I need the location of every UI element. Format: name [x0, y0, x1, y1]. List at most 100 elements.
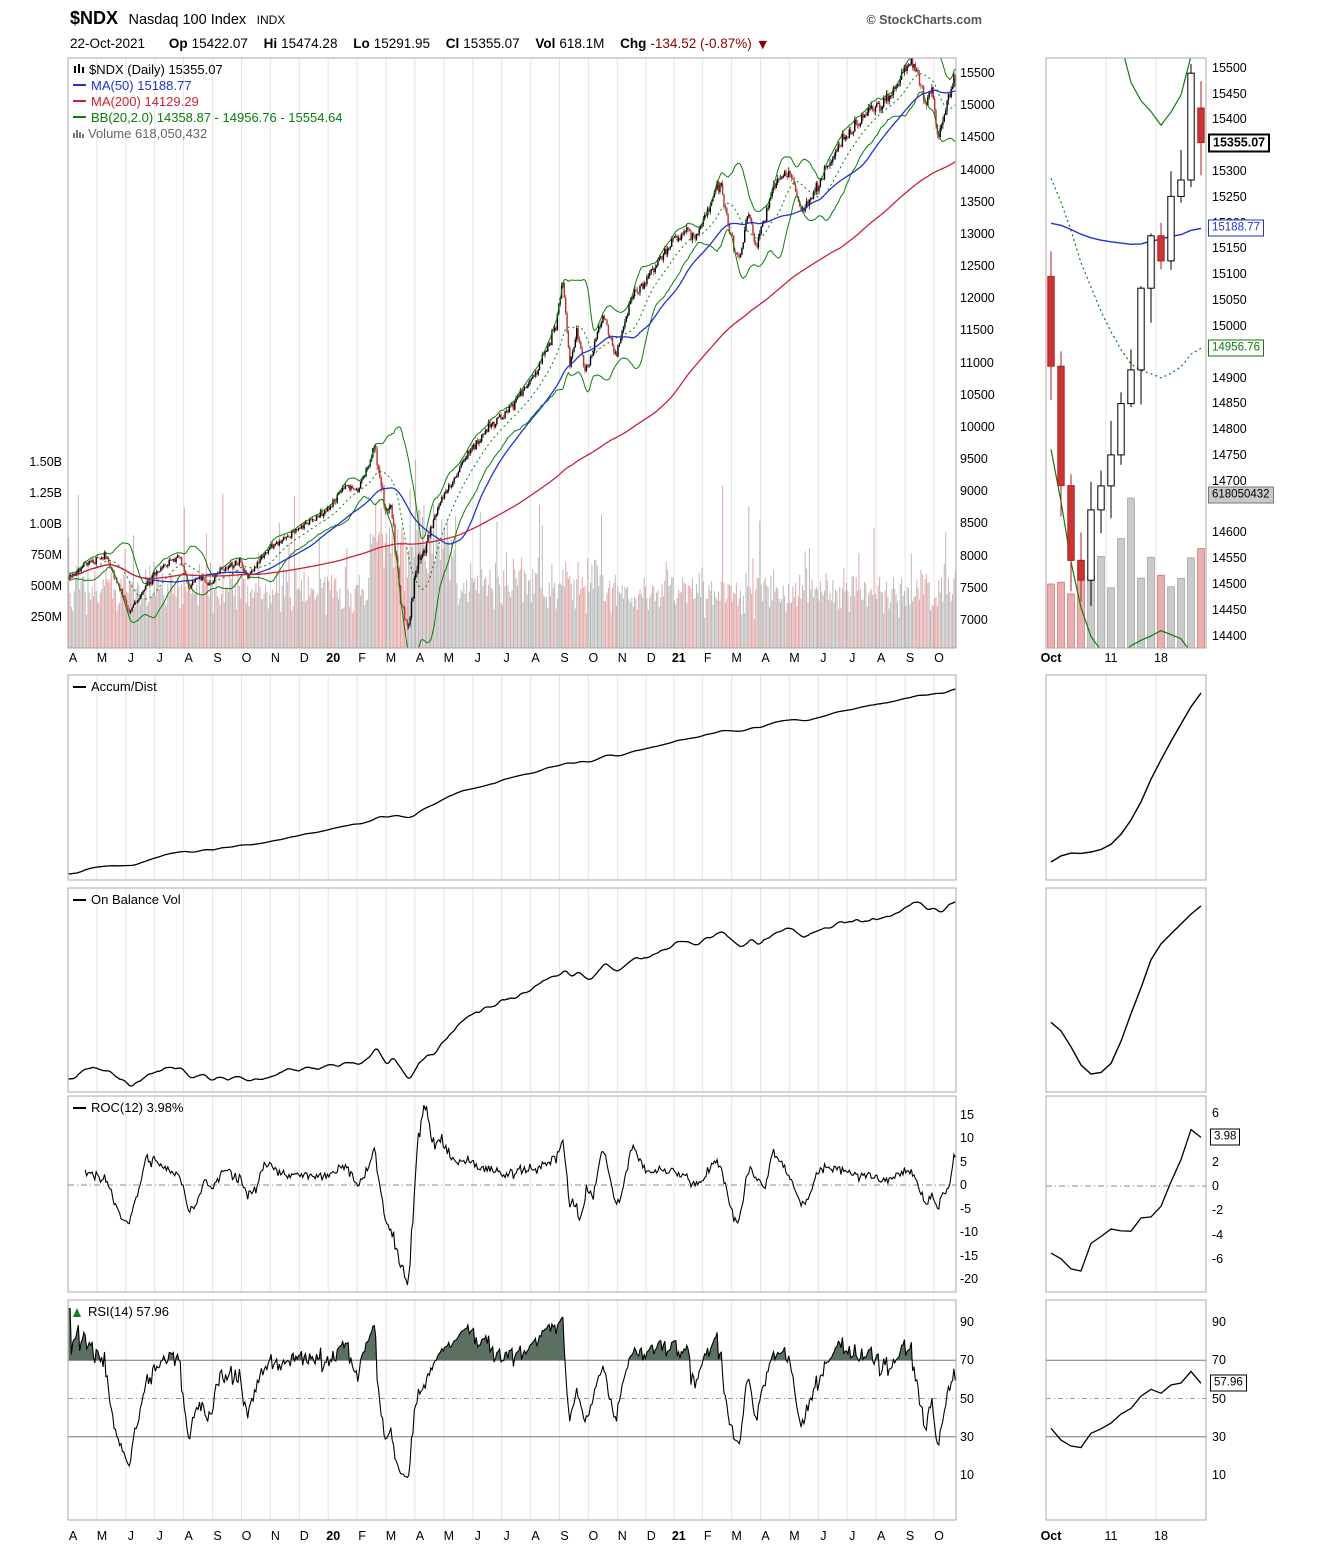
bb-line-icon	[73, 116, 86, 118]
line-icon	[73, 898, 86, 901]
month-label: N	[270, 651, 280, 665]
copyright: © StockCharts.com	[866, 13, 983, 27]
price-axis-tick: 7500	[960, 580, 988, 595]
chart-style-icon	[73, 63, 85, 75]
legend-price-row: $NDX (Daily) 15355.07	[73, 61, 343, 77]
volume-badge: 618050432	[1208, 486, 1274, 504]
roc-badge: 3.98	[1210, 1128, 1241, 1146]
main-legend: $NDX (Daily) 15355.07 MA(50) 15188.77 MA…	[73, 61, 343, 141]
month-label: A	[415, 1529, 425, 1543]
mini-roc-axis-tick: -6	[1212, 1251, 1224, 1266]
price-axis-tick: 10500	[960, 387, 995, 402]
open-value: 15422.07	[191, 36, 248, 51]
month-label: S	[213, 1529, 222, 1543]
quote-line: 22-Oct-2021 Op 15422.07 Hi 15474.28 Lo 1529…	[70, 36, 767, 51]
month-label: J	[127, 651, 134, 665]
month-label: N	[270, 1529, 280, 1543]
price-axis-tick: 7000	[960, 612, 988, 627]
month-label: M	[789, 651, 800, 665]
price-axis-tick: 15500	[960, 65, 995, 80]
price-axis-tick: 8500	[960, 516, 988, 531]
month-label: A	[876, 1529, 886, 1543]
roc-label: ROC(12) 3.98%	[91, 1100, 184, 1115]
low-value: 15291.95	[373, 36, 431, 51]
month-label: A	[531, 1529, 540, 1543]
month-label: O	[588, 1529, 599, 1543]
month-label: A	[531, 651, 540, 665]
legend-volume-row: Volume 618,050,432	[73, 125, 343, 141]
mini-roc-axis-tick: 2	[1212, 1154, 1219, 1169]
mini-price-axis-tick: 15300	[1212, 163, 1247, 178]
volume-axis-tick: 750M	[30, 547, 62, 562]
exchange: INDX	[256, 13, 286, 27]
month-label: S	[905, 1529, 915, 1543]
month-label: M	[385, 1529, 397, 1543]
mini-date-label: 18	[1154, 651, 1168, 665]
roc-axis-tick: -20	[960, 1271, 979, 1286]
mini-rsi-axis-tick: 30	[1212, 1429, 1226, 1444]
month-label: M	[789, 1529, 800, 1543]
mini-roc-axis-tick: 0	[1212, 1178, 1219, 1193]
roc-axis-tick: -5	[960, 1201, 972, 1216]
month-label: O	[241, 1529, 252, 1543]
close-label: Cl	[445, 36, 460, 51]
month-label: F	[358, 1529, 366, 1543]
mini-date-label: 11	[1104, 651, 1118, 665]
volume-value: 618.1M	[559, 36, 605, 51]
change-label: Chg	[620, 36, 647, 51]
mini-price-axis-tick: 15000	[1212, 318, 1247, 333]
legend-bb-row: BB(20,2.0) 14358.87 - 14956.76 - 15554.6…	[73, 109, 343, 125]
roc-axis-tick: -15	[960, 1248, 979, 1263]
mini-price-axis-tick: 15100	[1212, 267, 1247, 282]
price-axis-tick: 14000	[960, 162, 995, 177]
month-label: M	[96, 1529, 108, 1543]
month-label: 21	[671, 1529, 686, 1543]
mini-roc-axis-tick: 6	[1212, 1105, 1219, 1120]
last-price-badge: 15355.07	[1208, 133, 1271, 153]
price-axis-tick: 9000	[960, 484, 988, 498]
month-label: O	[934, 1529, 944, 1543]
accum-dist-panel-label: Accum/Dist	[73, 679, 157, 694]
rsi-axis-tick: 70	[960, 1353, 974, 1368]
month-label: J	[849, 651, 856, 665]
month-label: A	[184, 651, 193, 665]
low-label: Lo	[353, 36, 370, 51]
volume-axis-tick: 1.50B	[29, 454, 62, 469]
month-label: D	[299, 651, 309, 665]
mini-price-axis-tick: 14600	[1212, 525, 1247, 540]
month-label: J	[820, 1529, 827, 1543]
high-value: 15474.28	[281, 36, 338, 51]
month-label: J	[503, 651, 510, 665]
rsi-axis-tick: 90	[960, 1314, 974, 1329]
legend-price: $NDX (Daily) 15355.07	[89, 61, 223, 77]
month-label: 20	[326, 1529, 341, 1543]
month-label: M	[443, 651, 455, 665]
roc-axis-tick: -10	[960, 1224, 979, 1239]
month-label: O	[241, 651, 252, 665]
volume-axis-tick: 1.25B	[29, 485, 62, 500]
price-axis-tick: 9500	[960, 451, 988, 466]
month-label: F	[358, 651, 366, 665]
mini-price-axis-tick: 14500	[1212, 576, 1247, 591]
mini-price-panel	[1047, 58, 1205, 648]
month-label: O	[934, 651, 944, 665]
line-icon	[73, 685, 86, 688]
rsi-axis-tick: 50	[960, 1391, 974, 1406]
month-label: J	[849, 1529, 856, 1543]
month-label: A	[761, 1529, 770, 1543]
legend-volume: Volume 618,050,432	[88, 125, 208, 141]
month-label: A	[68, 651, 78, 665]
month-label: J	[474, 651, 481, 665]
change-down-arrow-icon: ▼	[758, 38, 767, 51]
symbol-name: Nasdaq 100 Index	[128, 12, 247, 28]
mini-price-axis-tick: 14750	[1212, 447, 1247, 462]
mini-roc-axis-tick: -4	[1212, 1227, 1224, 1242]
month-label: M	[443, 1529, 455, 1543]
mini-date-label: 18	[1154, 1529, 1168, 1543]
price-axis-tick: 13000	[960, 226, 995, 241]
month-label: M	[385, 651, 397, 665]
mini-price-axis-tick: 15450	[1212, 86, 1247, 101]
mini-rsi-axis-tick: 10	[1212, 1467, 1226, 1482]
mini-price-axis-tick: 14800	[1212, 421, 1247, 436]
